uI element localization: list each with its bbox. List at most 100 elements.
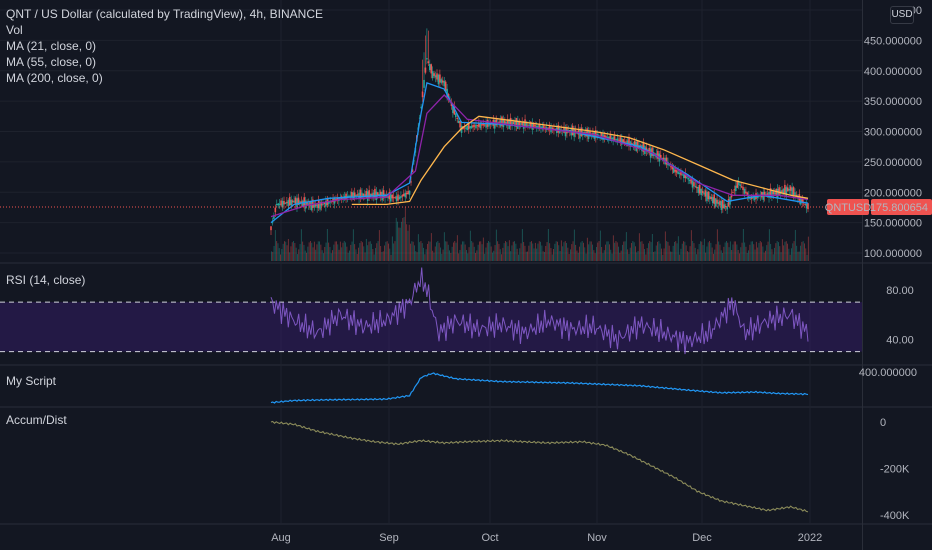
volume-bar bbox=[289, 252, 291, 261]
volume-bar bbox=[542, 251, 544, 261]
volume-bar bbox=[761, 242, 762, 261]
ma200-line[interactable] bbox=[351, 115, 809, 206]
currency-button[interactable]: USD bbox=[890, 6, 914, 24]
volume-bar bbox=[632, 241, 634, 261]
volume-bar bbox=[567, 247, 569, 261]
volume-bar bbox=[771, 249, 773, 261]
volume-bar bbox=[326, 229, 328, 261]
candle-body bbox=[661, 157, 664, 159]
volume-bar bbox=[545, 245, 547, 261]
symbol-title[interactable]: QNT / US Dollar (calculated by TradingVi… bbox=[6, 7, 324, 21]
volume-bar bbox=[735, 241, 736, 261]
candle-body bbox=[573, 128, 575, 137]
volume-bar bbox=[417, 234, 419, 261]
volume-bar bbox=[310, 241, 311, 261]
ma21-legend-label[interactable]: MA (21, close, 0) bbox=[6, 39, 97, 53]
volume-bar bbox=[506, 242, 508, 261]
volume-bar bbox=[378, 230, 380, 261]
candle-body bbox=[706, 191, 708, 202]
volume-bar bbox=[515, 243, 517, 261]
ma55-legend-label[interactable]: MA (55, close, 0) bbox=[6, 55, 97, 69]
accdist-legend-label[interactable]: Accum/Dist bbox=[6, 413, 67, 427]
volume-legend-label[interactable]: Vol bbox=[6, 23, 23, 37]
volume-bar bbox=[341, 247, 343, 261]
candle-body bbox=[618, 139, 620, 141]
volume-bar bbox=[622, 244, 623, 261]
volume-bar bbox=[736, 244, 738, 261]
candle-body bbox=[356, 194, 359, 196]
candle-body bbox=[739, 184, 741, 186]
rsi-line[interactable] bbox=[270, 267, 809, 355]
volume-bar bbox=[315, 249, 317, 261]
volume-bar bbox=[575, 244, 577, 261]
volume-bar bbox=[689, 246, 691, 261]
ma21-line[interactable] bbox=[270, 82, 809, 224]
candle-body bbox=[642, 142, 645, 152]
candle-body bbox=[405, 192, 408, 195]
volume-bar bbox=[598, 241, 600, 261]
candle-body bbox=[541, 126, 544, 130]
volume-bar bbox=[394, 241, 396, 261]
candle-body bbox=[476, 125, 479, 127]
accdist-tick-label: -400K bbox=[880, 510, 910, 522]
volume-bar bbox=[533, 248, 535, 261]
candle-body bbox=[771, 191, 773, 198]
volume-bar bbox=[703, 238, 705, 261]
volume-bar bbox=[785, 241, 787, 261]
candle-body bbox=[440, 79, 443, 83]
volume-bar bbox=[372, 249, 374, 261]
candle-body bbox=[732, 192, 734, 194]
candle-body bbox=[711, 197, 714, 203]
volume-bar bbox=[460, 244, 462, 261]
candle-body bbox=[390, 193, 392, 202]
ma55-line[interactable] bbox=[270, 94, 809, 218]
candle-body bbox=[362, 193, 365, 196]
candle-body bbox=[473, 125, 476, 127]
myscript-tick-label: 400.000000 bbox=[859, 367, 917, 379]
candle-body bbox=[623, 141, 626, 143]
candle-body bbox=[594, 130, 597, 138]
volume-bar bbox=[583, 242, 584, 261]
volume-bar bbox=[633, 242, 635, 261]
volume-bar bbox=[398, 227, 400, 261]
candle-body bbox=[680, 171, 682, 176]
volume-bar bbox=[602, 253, 604, 261]
candle-body bbox=[364, 194, 366, 197]
volume-bar bbox=[692, 241, 694, 261]
volume-bar bbox=[290, 246, 292, 261]
volume-bar bbox=[484, 253, 486, 261]
candle-body bbox=[395, 196, 398, 202]
ma200-legend-label[interactable]: MA (200, close, 0) bbox=[6, 71, 103, 85]
volume-bar bbox=[529, 241, 531, 261]
volume-bar bbox=[624, 241, 626, 261]
volume-bar bbox=[748, 250, 749, 261]
volume-bar bbox=[729, 241, 731, 261]
volume-bar bbox=[462, 241, 463, 261]
myscript-legend-label[interactable]: My Script bbox=[6, 374, 57, 388]
myscript-line[interactable] bbox=[270, 372, 809, 404]
volume-bar bbox=[549, 243, 551, 261]
volume-bar bbox=[557, 241, 558, 261]
candle-body bbox=[377, 192, 379, 197]
volume-bar bbox=[776, 241, 778, 261]
accdist-line[interactable] bbox=[270, 420, 809, 513]
volume-bar bbox=[456, 235, 458, 261]
rsi-legend-label[interactable]: RSI (14, close) bbox=[6, 273, 86, 287]
volume-bar bbox=[714, 249, 716, 261]
volume-bar bbox=[421, 243, 423, 261]
volume-bar bbox=[804, 243, 805, 261]
volume-bar bbox=[501, 254, 502, 261]
symbol-tag: QNTUSD bbox=[825, 202, 872, 214]
volume-bar bbox=[577, 252, 579, 261]
volume-bar bbox=[458, 253, 460, 261]
volume-bar bbox=[363, 246, 365, 261]
candle-body bbox=[784, 184, 786, 195]
volume-bar bbox=[700, 241, 701, 261]
volume-bar bbox=[481, 244, 483, 261]
candle-body bbox=[456, 117, 459, 119]
volume-bar bbox=[432, 250, 434, 261]
volume-bar bbox=[425, 249, 427, 261]
volume-bar bbox=[437, 241, 439, 261]
